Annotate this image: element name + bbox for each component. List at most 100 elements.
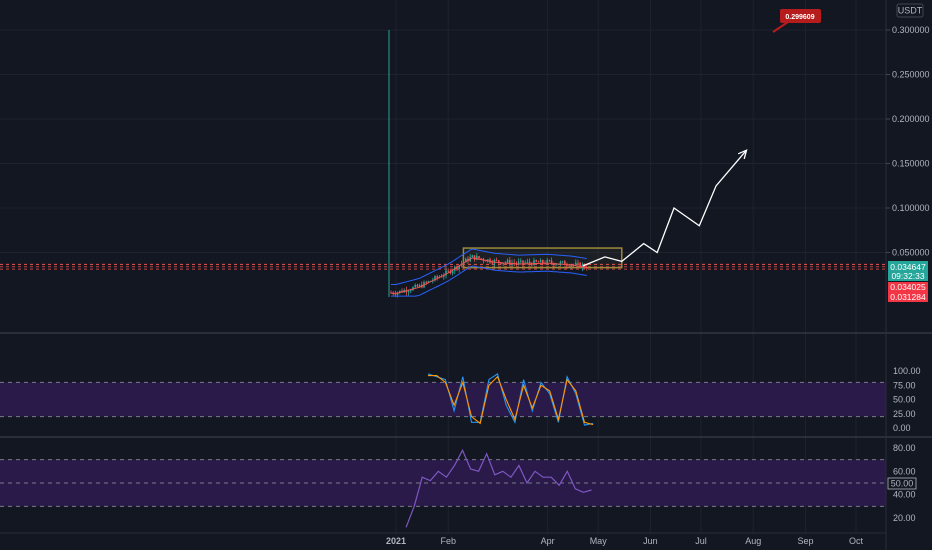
time-tick-label: Jul (695, 536, 707, 546)
candle-body (458, 265, 460, 270)
time-axis[interactable]: 2021 Feb Apr May Jun Jul Aug Sep Oct (386, 536, 864, 546)
candle-body (546, 260, 548, 264)
candle-body (480, 258, 482, 260)
price-tick-label: 0.050000 (892, 248, 930, 258)
candle-body (520, 260, 522, 262)
candle-body (575, 262, 577, 265)
candle-body (564, 261, 566, 266)
candle-body (418, 284, 421, 287)
moving-average (391, 257, 587, 294)
candle-body (478, 256, 480, 259)
candle-body (570, 264, 573, 267)
rsi-tick-label: 20.00 (893, 513, 916, 523)
time-tick-label: Aug (745, 536, 761, 546)
candle-body (533, 260, 535, 266)
candle-body (465, 258, 467, 263)
candle-body (583, 264, 586, 268)
candle-body (476, 256, 478, 260)
candle-body (425, 282, 427, 283)
candle-body (434, 276, 436, 281)
candle-body (502, 263, 504, 265)
rsi-line (405, 448, 592, 528)
candle-body (561, 261, 564, 263)
price-panel[interactable] (0, 30, 886, 298)
candle-body (473, 255, 476, 260)
candle-body (491, 262, 493, 264)
candle-body (500, 262, 502, 265)
candle-body (495, 259, 498, 261)
currency-label: USDT (898, 6, 923, 16)
candle-body (566, 265, 568, 266)
candle-body (471, 255, 474, 258)
candle-body (524, 262, 526, 264)
candle-body (484, 260, 487, 262)
time-tick-label: May (590, 536, 608, 546)
candle-body (498, 260, 500, 263)
stoch-tick-label: 25.00 (893, 409, 916, 419)
stochastic-axis[interactable]: 100.00 75.00 50.00 25.00 0.00 (893, 366, 921, 433)
candle-body (443, 275, 445, 277)
candle-body (550, 260, 553, 264)
stoch-d-line (428, 375, 594, 426)
candle-body (399, 290, 401, 293)
candle-body (427, 281, 430, 283)
candle-body (555, 264, 557, 266)
price-tick-label: 0.250000 (892, 70, 930, 80)
candle-body (394, 293, 397, 295)
candle-body (440, 276, 443, 278)
price-tick-label: 0.100000 (892, 203, 930, 213)
rsi-current-label: 50.00 (891, 479, 914, 489)
candle-body (559, 261, 562, 264)
candle-body (586, 267, 588, 269)
time-tick-label: Jun (643, 536, 658, 546)
rsi-panel[interactable] (0, 448, 886, 528)
candle-body (517, 261, 520, 264)
candle-body (535, 260, 537, 262)
bollinger-upper (391, 248, 587, 285)
candle-body (451, 270, 454, 274)
price-level-1-label: 0.034025 (890, 282, 926, 292)
rsi-axis[interactable]: 80.00 60.00 40.00 20.00 (893, 443, 916, 523)
candle-body (509, 260, 511, 265)
candle-body (447, 270, 449, 272)
candle-body (528, 261, 531, 264)
price-level-tag-2: 0.031284 (888, 292, 928, 302)
price-level-2-label: 0.031284 (890, 292, 926, 302)
projection-arrowhead (737, 149, 748, 160)
candle-body (410, 290, 412, 292)
price-tick-label: 0.200000 (892, 114, 930, 124)
candle-body (513, 262, 515, 264)
candle-body (526, 261, 529, 263)
current-price-label: 0.034647 (890, 262, 926, 272)
candle-body (579, 262, 581, 268)
candle-body (537, 261, 540, 263)
candle-body (581, 264, 584, 268)
stoch-band-fill (0, 382, 886, 417)
rsi-tick-label: 60.00 (893, 466, 916, 476)
rsi-current-tag: 50.00 (887, 477, 917, 490)
price-tick-label: 0.150000 (892, 159, 930, 169)
candle-body (506, 260, 509, 263)
candle-body (568, 265, 570, 267)
price-axis[interactable]: 0.300000 0.250000 0.200000 0.150000 0.100000… (886, 25, 930, 258)
stoch-tick-label: 75.00 (893, 380, 916, 390)
time-tick-label: Oct (849, 536, 864, 546)
stochastic-panel[interactable] (0, 373, 886, 426)
currency-badge[interactable]: USDT (896, 3, 924, 18)
candle-body (396, 292, 399, 295)
projection-path (582, 149, 747, 267)
current-price-tag: 0.034647 09:32:33 (888, 261, 928, 281)
time-tick-label: Apr (541, 536, 555, 546)
candle-body (577, 262, 579, 264)
candle-body (539, 260, 542, 263)
time-tick-label: Feb (440, 536, 456, 546)
candle-body (414, 284, 416, 288)
callout-label: 0.299609 (785, 14, 814, 21)
candle-body (445, 270, 447, 276)
bollinger-lower (391, 265, 587, 297)
candle-body (436, 276, 438, 278)
time-tick-label: Sep (797, 536, 813, 546)
time-tick-label: 2021 (386, 536, 406, 546)
candle-body (522, 260, 524, 264)
high-callout[interactable]: 0.299609 (772, 9, 821, 33)
